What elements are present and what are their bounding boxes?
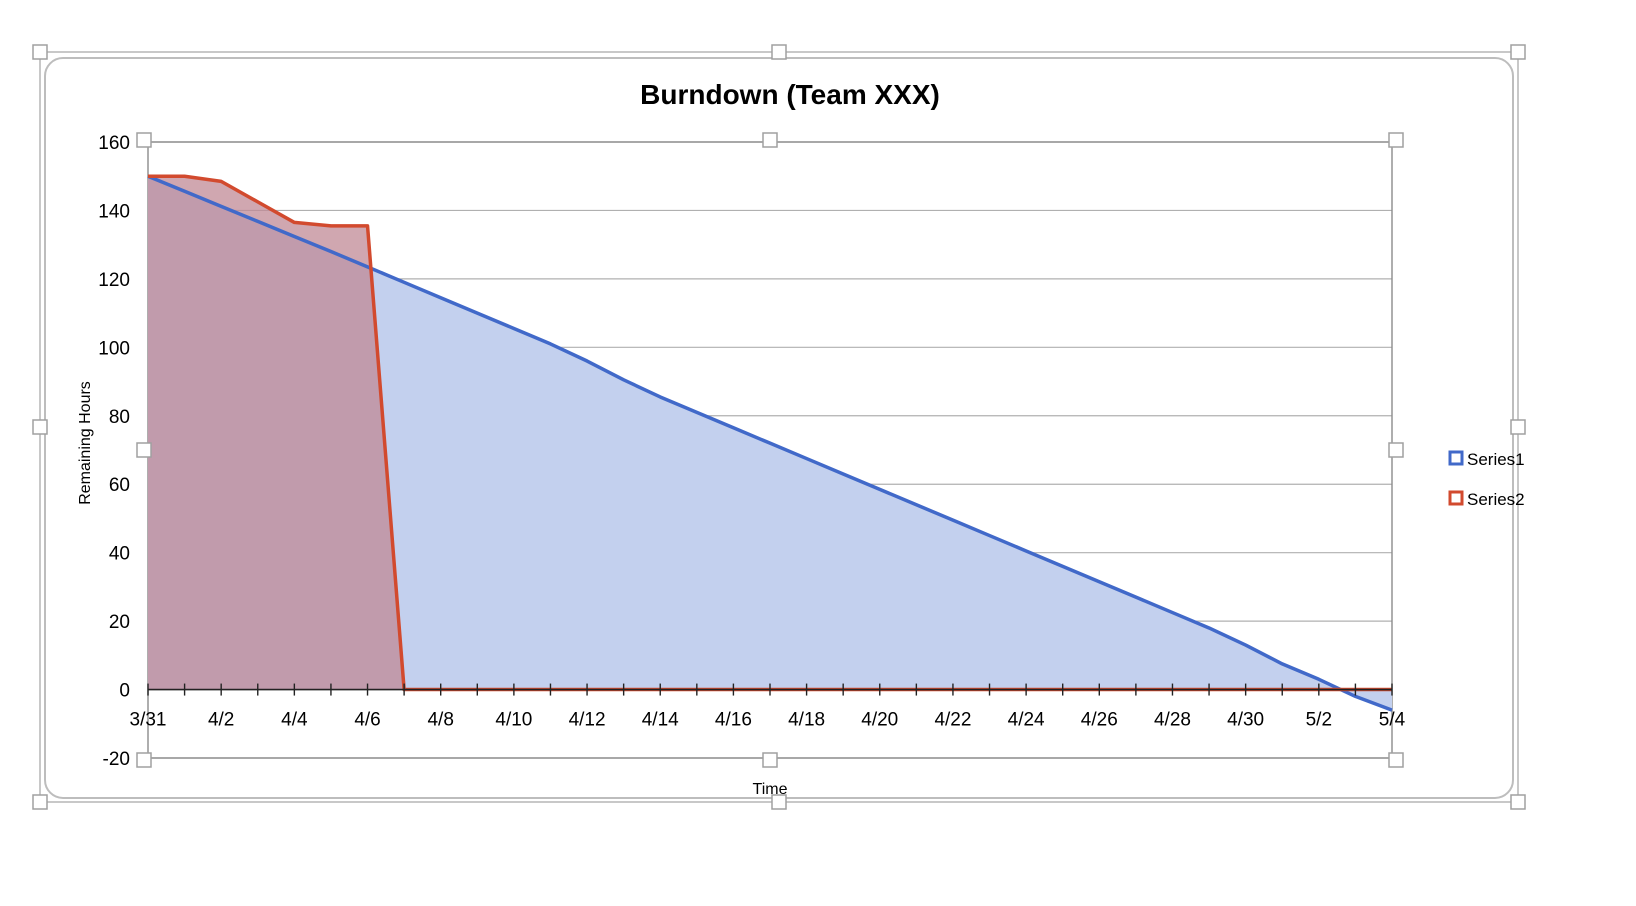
x-axis-label: Time xyxy=(753,781,788,798)
legend-swatch xyxy=(1448,450,1464,466)
y-tick-label: 100 xyxy=(98,338,130,359)
selection-handles[interactable] xyxy=(32,44,1526,810)
x-tick-label: 4/6 xyxy=(354,710,380,731)
resize-handle[interactable] xyxy=(771,794,787,810)
x-tick-label: 4/30 xyxy=(1227,710,1264,731)
y-axis-label: Remaining Hours xyxy=(77,381,94,505)
series1-area xyxy=(148,176,1392,711)
y-tick-label: 0 xyxy=(119,681,130,702)
resize-handle[interactable] xyxy=(136,752,152,768)
chart-title: Burndown (Team XXX) xyxy=(640,79,940,110)
legend-entry-label: Series2 xyxy=(1467,490,1525,509)
y-tick-label: 160 xyxy=(98,133,130,154)
y-tick-label: 140 xyxy=(98,201,130,222)
resize-handle[interactable] xyxy=(1388,752,1404,768)
resize-handle[interactable] xyxy=(136,132,152,148)
x-tick-label: 3/31 xyxy=(130,710,167,731)
x-tick-label: 4/28 xyxy=(1154,710,1191,731)
y-tick-label: 20 xyxy=(109,612,130,633)
x-tick-label: 4/10 xyxy=(495,710,532,731)
resize-handle[interactable] xyxy=(762,132,778,148)
x-tick-label: 4/18 xyxy=(788,710,825,731)
resize-handle[interactable] xyxy=(1510,794,1526,810)
resize-handle[interactable] xyxy=(771,44,787,60)
x-tick-label: 5/2 xyxy=(1306,710,1332,731)
legend-entry-label: Series1 xyxy=(1467,450,1525,469)
resize-handle[interactable] xyxy=(762,752,778,768)
resize-handle[interactable] xyxy=(1388,442,1404,458)
x-tick-label: 4/26 xyxy=(1081,710,1118,731)
resize-handle[interactable] xyxy=(1388,132,1404,148)
y-tick-label: 60 xyxy=(109,475,130,496)
y-tick-label: 40 xyxy=(109,544,130,565)
legend: Series1 Series2 xyxy=(1448,450,1525,509)
series1-line xyxy=(147,174,1393,712)
x-tick-label: 4/4 xyxy=(281,710,308,731)
x-tick-label: 4/14 xyxy=(642,710,679,731)
resize-handle[interactable] xyxy=(1510,419,1526,435)
x-tick-label: 4/8 xyxy=(427,710,453,731)
y-tick-label: -20 xyxy=(103,749,130,770)
resize-handle[interactable] xyxy=(136,442,152,458)
x-tick-label: 4/20 xyxy=(861,710,898,731)
x-tick-label: 4/24 xyxy=(1008,710,1045,731)
resize-handle[interactable] xyxy=(32,419,48,435)
x-tick-label: 5/4 xyxy=(1379,710,1406,731)
resize-handle[interactable] xyxy=(1510,44,1526,60)
resize-handle[interactable] xyxy=(32,794,48,810)
y-tick-label: 80 xyxy=(109,407,130,428)
plot-area: -20 0 20 40 60 80 100 120 140 160 3/31 4/2 4/4 4/6 4/8… xyxy=(98,133,1405,770)
y-tick-label: 120 xyxy=(98,270,130,291)
resize-handle[interactable] xyxy=(32,44,48,60)
x-tick-label: 4/16 xyxy=(715,710,752,731)
x-tick-label: 4/22 xyxy=(934,710,971,731)
legend-swatch xyxy=(1448,490,1464,506)
x-tick-label: 4/2 xyxy=(208,710,234,731)
x-tick-label: 4/12 xyxy=(569,710,606,731)
